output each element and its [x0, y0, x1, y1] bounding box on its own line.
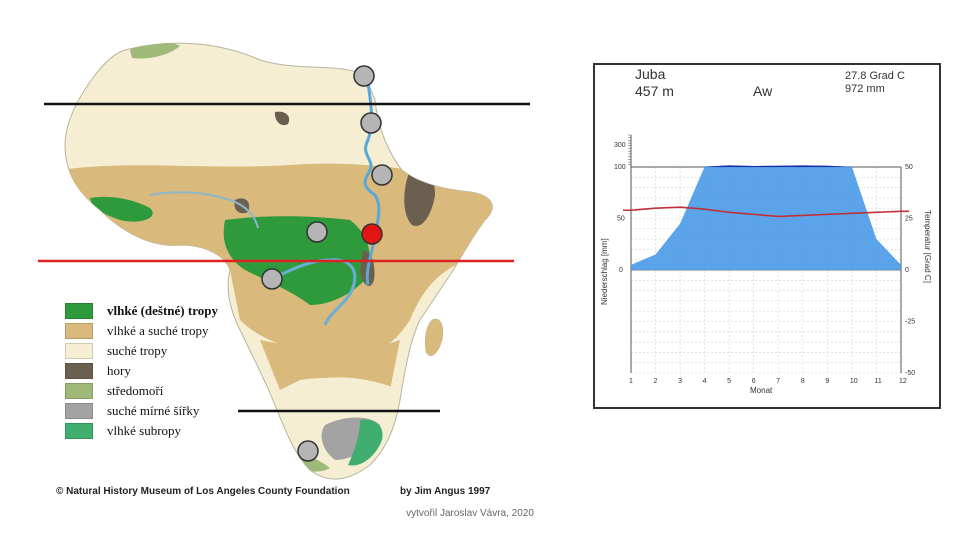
- x-tick-label: 7: [776, 378, 780, 385]
- footer-author: vytvořil Jaroslav Vávra, 2020: [406, 508, 534, 519]
- station-marker[interactable]: [297, 440, 319, 462]
- legend-item: hory: [65, 361, 218, 381]
- legend-item: středomoří: [65, 381, 218, 401]
- chart-climate-class: Aw: [753, 83, 773, 99]
- legend-label: vlhké a suché tropy: [107, 323, 209, 338]
- station-marker[interactable]: [306, 221, 328, 243]
- legend-swatch: [65, 383, 93, 399]
- y-left-axis-label: Niederschlag [mm]: [600, 238, 609, 305]
- y-left-tick-label: 300: [614, 142, 626, 149]
- station-marker[interactable]: [360, 112, 382, 134]
- legend-item: vlhké (deštné) tropy: [65, 301, 218, 321]
- legend-item: vlhké a suché tropy: [65, 321, 218, 341]
- credit-author: by Jim Angus 1997: [400, 486, 491, 497]
- chart-annual-precipitation: 972 mm: [845, 83, 885, 95]
- y-right-tick-label: 0: [905, 267, 909, 274]
- station-marker-juba-selected[interactable]: [361, 223, 383, 245]
- legend-item: suché mírné šířky: [65, 401, 218, 421]
- legend-label: suché tropy: [107, 343, 168, 358]
- legend-swatch: [65, 343, 93, 359]
- x-tick-label: 12: [899, 378, 907, 385]
- credit-museum: © Natural History Museum of Los Angeles …: [56, 486, 350, 497]
- y-right-tick-label: -25: [905, 319, 915, 326]
- region-rainforest-west: [90, 196, 153, 222]
- region-mountains-sahara: [274, 111, 290, 126]
- legend-label: vlhké (deštné) tropy: [107, 303, 218, 318]
- temperature-line: [623, 206, 909, 218]
- precipitation-humid-cap: [704, 165, 852, 167]
- x-tick-label: 1: [629, 378, 633, 385]
- precipitation-area: [631, 165, 901, 270]
- station-marker[interactable]: [353, 65, 375, 87]
- niger-river: [149, 191, 259, 229]
- x-tick-label: 2: [654, 378, 658, 385]
- x-tick-label: 11: [874, 378, 881, 385]
- legend-label: vlhké subropy: [107, 423, 182, 438]
- region-humid-subtropics: [348, 419, 383, 466]
- legend-item: suché tropy: [65, 341, 218, 361]
- region-wet-dry-tropics-south: [260, 340, 400, 390]
- chart-station-elevation: 457 m: [635, 83, 674, 99]
- legend-swatch: [65, 423, 93, 439]
- x-axis-label: Monat: [750, 386, 773, 395]
- chart-mean-temperature: 27.8 Grad C: [845, 70, 905, 82]
- legend-swatch: [65, 403, 93, 419]
- africa-climate-map: [30, 20, 550, 520]
- legend-label: středomoří: [107, 383, 164, 398]
- chart-station-name: Juba: [635, 66, 666, 82]
- legend-item: vlhké subropy: [65, 421, 218, 441]
- x-tick-label: 8: [801, 378, 805, 385]
- legend-swatch: [65, 303, 93, 319]
- legend-label: suché mírné šířky: [107, 403, 200, 418]
- y-left-tick-label: 100: [614, 164, 626, 171]
- x-tick-label: 4: [703, 378, 707, 385]
- congo-river: [269, 258, 357, 326]
- x-tick-label: 3: [678, 378, 682, 385]
- map-legend: vlhké (deštné) tropy vlhké a suché tropy s…: [65, 301, 218, 441]
- legend-label: hory: [107, 363, 131, 378]
- legend-swatch: [65, 323, 93, 339]
- y-left-tick-label: 50: [617, 216, 625, 223]
- x-tick-label: 6: [752, 378, 756, 385]
- y-right-axis-label: Temperatur [Grad C]: [923, 210, 932, 283]
- x-tick-label: 5: [727, 378, 731, 385]
- x-tick-label: 10: [850, 378, 858, 385]
- legend-swatch: [65, 363, 93, 379]
- madagascar: [425, 318, 444, 356]
- station-marker[interactable]: [261, 268, 283, 290]
- station-marker[interactable]: [371, 164, 393, 186]
- y-right-tick-label: 25: [905, 216, 913, 223]
- x-tick-label: 9: [825, 378, 829, 385]
- africa-map-svg: [38, 42, 530, 480]
- y-left-tick-label: 0: [619, 267, 623, 274]
- y-right-tick-label: 50: [905, 164, 913, 171]
- y-right-tick-label: -50: [905, 370, 915, 377]
